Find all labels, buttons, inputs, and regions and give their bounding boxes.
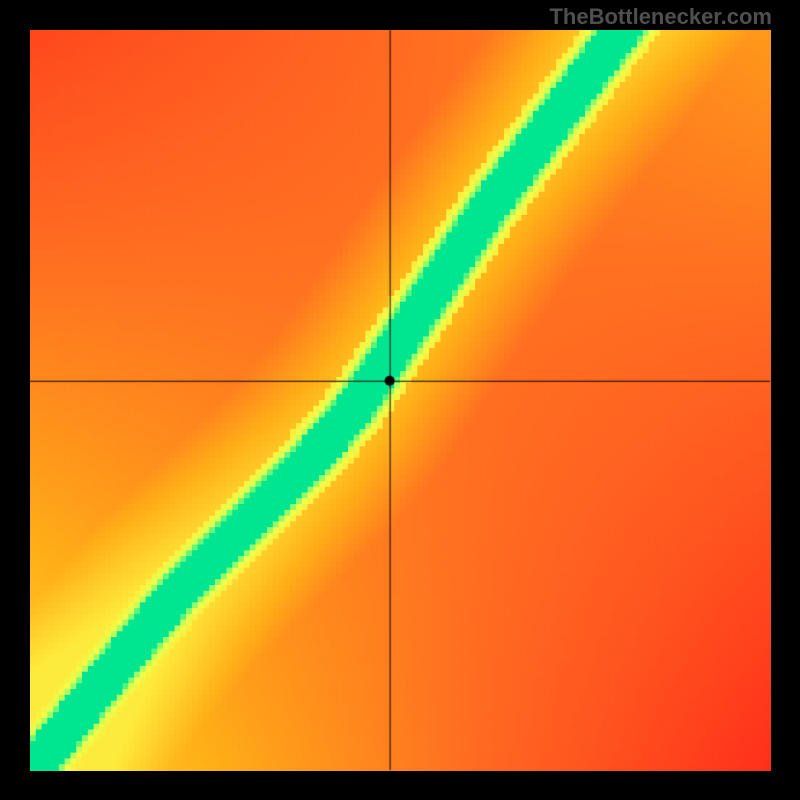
watermark-text: TheBottlenecker.com bbox=[549, 4, 772, 30]
crosshair-overlay bbox=[0, 0, 800, 800]
chart-container: TheBottlenecker.com bbox=[0, 0, 800, 800]
